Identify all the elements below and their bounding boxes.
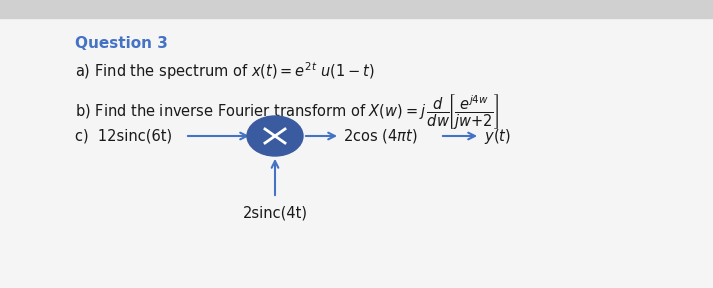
Ellipse shape: [247, 116, 303, 156]
Text: b) Find the inverse Fourier transform of $X(w) = j\,\dfrac{d}{dw}\!\left[\dfrac{: b) Find the inverse Fourier transform of…: [75, 92, 500, 131]
Text: a) Find the spectrum of $x(t) = e^{2t}\ u(1-t)$: a) Find the spectrum of $x(t) = e^{2t}\ …: [75, 60, 375, 82]
Text: c)  12sinc(6t): c) 12sinc(6t): [75, 128, 172, 143]
Text: Question 3: Question 3: [75, 36, 168, 51]
Text: 2cos $(4\pi t)$: 2cos $(4\pi t)$: [343, 127, 418, 145]
Bar: [0, 0, 713, 18]
Text: $y(t)$: $y(t)$: [484, 126, 511, 145]
Text: 2sinc(4t): 2sinc(4t): [242, 206, 307, 221]
